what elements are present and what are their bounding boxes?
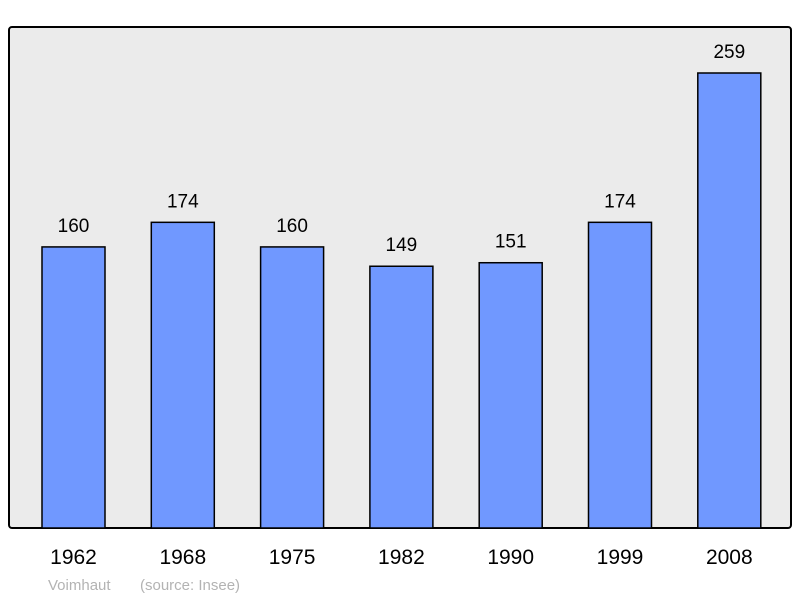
bar-1990: [478, 261, 543, 529]
data-label-1982: 149: [386, 235, 418, 256]
bar-1968: [150, 221, 216, 529]
footer-place: Voimhaut: [48, 577, 111, 594]
x-tick-label: 1990: [487, 546, 534, 569]
x-tick-label: 1968: [159, 546, 206, 569]
bar-1962: [41, 246, 106, 529]
data-label-1962: 160: [58, 216, 90, 237]
bar-1999: [587, 221, 653, 529]
bar-2008: [697, 72, 762, 529]
data-label-1999: 174: [604, 191, 636, 212]
data-label-1975: 160: [276, 216, 308, 237]
data-label-2008: 259: [713, 42, 745, 63]
x-tick-label: 1982: [378, 546, 425, 569]
data-label-1990: 151: [495, 232, 527, 253]
x-tick-label: 1999: [597, 546, 644, 569]
bar-1982: [369, 265, 434, 529]
x-tick-label: 1962: [50, 546, 97, 569]
footer-source: (source: Insee): [140, 577, 240, 594]
x-tick-label: 1975: [269, 546, 316, 569]
data-label-1968: 174: [167, 191, 199, 212]
x-tick-label: 2008: [706, 546, 753, 569]
bar-1975: [259, 246, 325, 529]
